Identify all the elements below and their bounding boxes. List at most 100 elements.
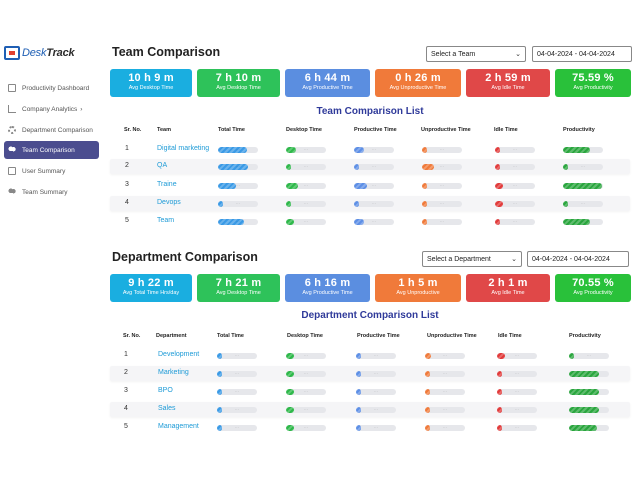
team-column-header: Desktop Time [286,127,322,133]
productivity-bar-text: · · · [580,202,586,205]
idle-bar-text: · · · [514,426,520,429]
unproductive-time-bar: · · · [425,389,465,395]
team-column-header: Team [157,127,171,133]
unproductive-bar-fill [425,371,430,377]
productive-bar-fill [356,425,361,431]
idle-time-bar: · · · [497,425,537,431]
team-name-link[interactable]: Devops [157,199,181,206]
sidebar-item-department-comparison[interactable]: Department Comparison [4,121,99,139]
department-column-header: Total Time [217,333,244,339]
productive-bar-text: · · · [371,165,377,168]
idle-bar-text: · · · [514,408,520,411]
department-stat-card: 9 h 22 m Avg Total Time Hrs/day [110,274,192,302]
productivity-time-bar: · · · [563,164,603,170]
sidebar-item-company-analytics[interactable]: Company Analytics › [4,100,99,118]
total-bar-text: · · · [235,165,241,168]
logo-text-desk: Desk [22,47,47,59]
sidebar-item-label: Team Summary [22,188,68,196]
team-name-link[interactable]: Team [157,217,175,224]
productive-bar-text: · · · [371,220,377,223]
chevron-down-icon: ⌄ [511,256,517,263]
stat-label: Avg Unproductive [396,290,440,296]
desktop-bar-fill [286,407,294,413]
total-bar-text: · · · [234,354,240,357]
productivity-time-bar: · · · [569,389,609,395]
team-name-link[interactable]: Traine [157,181,177,188]
total-bar-text: · · · [235,148,241,151]
productivity-time-bar: · · · [563,201,603,207]
department-date-range[interactable]: 04-04-2024 - 04-04-2024 [527,251,629,267]
team-name-link[interactable]: QA [157,162,168,169]
department-name-link[interactable]: Development [158,351,200,358]
productive-time-bar: · · · [354,201,394,207]
productivity-bar-text: · · · [586,408,592,411]
dashboard-icon [8,84,16,92]
row-number: 5 [125,217,129,224]
productivity-bar-fill [569,389,599,395]
productivity-time-bar: · · · [569,407,609,413]
team-select[interactable]: Select a Team ⌄ [426,46,526,62]
desktop-bar-text: · · · [303,354,309,357]
unproductive-bar-text: · · · [442,354,448,357]
department-select[interactable]: Select a Department ⌄ [422,251,522,267]
idle-bar-text: · · · [512,165,518,168]
idle-bar-fill [497,389,502,395]
total-bar-text: · · · [234,372,240,375]
productivity-bar-fill [563,219,591,225]
total-time-bar: · · · [218,219,258,225]
department-name-link[interactable]: BPO [158,387,173,394]
desktrack-logo[interactable]: DeskTrack [4,44,75,62]
sidebar-item-label: Company Analytics [22,105,78,113]
total-bar-fill [217,389,222,395]
sidebar-item-productivity-dashboard[interactable]: Productivity Dashboard [4,79,99,97]
department-name-link[interactable]: Management [158,423,199,430]
sidebar-item-team-comparison[interactable]: Team Comparison [4,141,99,159]
chevron-right-icon: › [80,105,83,113]
stat-value: 9 h 22 m [128,277,174,289]
unproductive-time-bar: · · · [422,219,462,225]
productive-bar-text: · · · [373,372,379,375]
team-stat-card: 0 h 26 m Avg Unproductive Time [375,69,461,97]
stat-label: Avg Idle Time [491,85,525,91]
idle-bar-fill [495,183,503,189]
team-select-value: Select a Team [431,50,476,58]
sidebar-item-user-summary[interactable]: User Summary [4,162,99,180]
department-name-link[interactable]: Marketing [158,369,189,376]
stat-value: 6 h 16 m [304,277,351,289]
team-name-link[interactable]: Digital marketing [157,145,210,152]
productive-bar-text: · · · [371,202,377,205]
productivity-time-bar: · · · [563,147,603,153]
stat-label: Avg Productive Time [302,290,353,296]
desktop-bar-text: · · · [303,372,309,375]
total-bar-fill [218,183,236,189]
department-name-link[interactable]: Sales [158,405,176,412]
stat-value: 75.59 % [572,72,614,84]
unproductive-bar-fill [425,425,430,431]
total-bar-text: · · · [235,220,241,223]
team-column-header: Idle Time [494,127,518,133]
department-select-value: Select a Department [427,255,491,263]
stat-label: Avg Productive Time [302,85,353,91]
idle-bar-text: · · · [514,390,520,393]
sidebar-item-team-summary[interactable]: Team Summary [4,183,99,201]
productive-time-bar: · · · [356,407,396,413]
desktop-bar-fill [286,389,294,395]
productivity-bar-text: · · · [586,354,592,357]
row-number: 1 [124,351,128,358]
productivity-time-bar: · · · [563,219,603,225]
total-time-bar: · · · [218,147,258,153]
unproductive-bar-text: · · · [439,184,445,187]
gear-icon [8,126,16,134]
idle-bar-text: · · · [512,220,518,223]
team-column-header: Productivity [563,127,595,133]
department-column-header: Sr. No. [123,333,141,339]
productive-bar-text: · · · [373,426,379,429]
desktop-bar-text: · · · [303,148,309,151]
total-bar-fill [218,164,248,170]
productivity-bar-fill [569,407,599,413]
desktop-time-bar: · · · [286,425,326,431]
desktop-bar-text: · · · [303,202,309,205]
idle-bar-text: · · · [512,202,518,205]
department-column-header: Productivity [569,333,601,339]
team-date-range[interactable]: 04-04-2024 - 04-04-2024 [532,46,632,62]
